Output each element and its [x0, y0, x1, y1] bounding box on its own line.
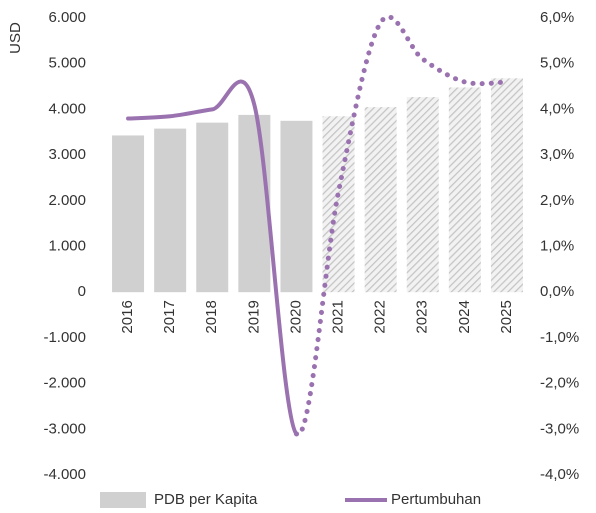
y2-tick-label: -4,0% [540, 466, 579, 483]
y-tick-label: -3.000 [43, 420, 86, 437]
legend-label: Pertumbuhan [391, 491, 481, 508]
legend-label: PDB per Kapita [154, 491, 258, 508]
bar [490, 78, 523, 293]
line [293, 14, 510, 437]
legend-swatch [100, 492, 146, 508]
bar [406, 97, 439, 293]
y-tick-label: 5.000 [48, 55, 86, 72]
bar [112, 135, 145, 293]
bar [364, 107, 397, 293]
y-tick-label: 3.000 [48, 146, 86, 163]
y-tick-label: 4.000 [48, 100, 86, 117]
x-tick-label: 2018 [203, 300, 220, 333]
x-tick-label: 2016 [119, 300, 136, 333]
x-tick-label: 2017 [161, 300, 178, 333]
x-tick-label: 2025 [498, 300, 515, 333]
bar [238, 114, 271, 293]
y-tick-label: 1.000 [48, 237, 86, 254]
bar [154, 128, 187, 293]
y-tick-label: -2.000 [43, 375, 86, 392]
y-axis-label: USD [7, 22, 24, 54]
y-tick-label: -1.000 [43, 329, 86, 346]
y2-tick-label: 1,0% [540, 237, 574, 254]
y2-tick-label: -1,0% [540, 329, 579, 346]
y-tick-label: 6.000 [48, 9, 86, 26]
x-tick-label: 2019 [245, 300, 262, 333]
x-tick-label: 2024 [456, 300, 473, 333]
bar [448, 87, 481, 293]
y2-tick-label: -2,0% [540, 375, 579, 392]
y2-tick-label: 5,0% [540, 55, 574, 72]
x-tick-label: 2021 [330, 300, 347, 333]
y-tick-label: 0 [78, 283, 86, 300]
x-tick-label: 2022 [372, 300, 389, 333]
bar [196, 122, 229, 293]
line [126, 79, 299, 436]
y2-tick-label: 0,0% [540, 283, 574, 300]
x-tick-label: 2023 [414, 300, 431, 333]
y2-tick-label: 4,0% [540, 100, 574, 117]
y2-tick-label: 6,0% [540, 9, 574, 26]
y-tick-label: 2.000 [48, 192, 86, 209]
y2-tick-label: 2,0% [540, 192, 574, 209]
y2-tick-label: 3,0% [540, 146, 574, 163]
x-tick-label: 2020 [287, 300, 304, 333]
y2-tick-label: -3,0% [540, 420, 579, 437]
y-tick-label: -4.000 [43, 466, 86, 483]
bar [280, 120, 313, 293]
